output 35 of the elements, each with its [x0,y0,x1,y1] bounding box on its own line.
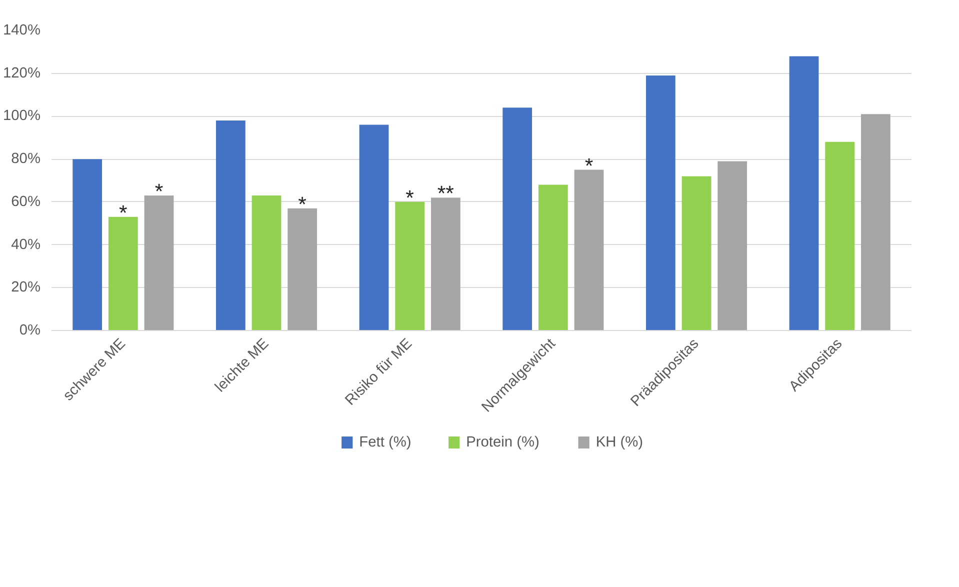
y-tick-label: 80% [11,151,41,168]
bar [72,159,102,330]
bar [718,161,748,330]
data-label: ** [437,182,454,206]
y-tick-label: 0% [19,322,41,338]
bar [430,198,460,330]
y-tick-label: 140% [3,22,41,38]
legend-label: Protein (%) [466,434,540,450]
bar [108,216,138,330]
bar [395,202,425,330]
bar [789,56,819,330]
bar [538,184,568,330]
bar [646,76,676,330]
bar [502,108,532,330]
legend-label: Fett (%) [359,434,412,450]
bar [288,208,318,330]
bar [860,114,890,330]
bar [574,170,604,330]
y-tick-label: 40% [11,236,41,253]
bar [144,196,174,330]
y-tick-label: 60% [11,194,41,210]
bar [359,124,389,330]
bar [825,142,855,330]
data-label: * [406,186,414,210]
bar [216,120,246,330]
data-label: * [298,192,306,216]
legend-label: KH (%) [596,434,644,450]
data-label: * [154,180,164,204]
bar [252,196,282,330]
data-label: * [584,154,594,178]
y-tick-label: 20% [11,280,41,296]
bar [682,176,712,330]
data-label: * [119,200,128,225]
y-tick-label: 120% [3,65,41,82]
y-tick-label: 100% [3,108,41,124]
